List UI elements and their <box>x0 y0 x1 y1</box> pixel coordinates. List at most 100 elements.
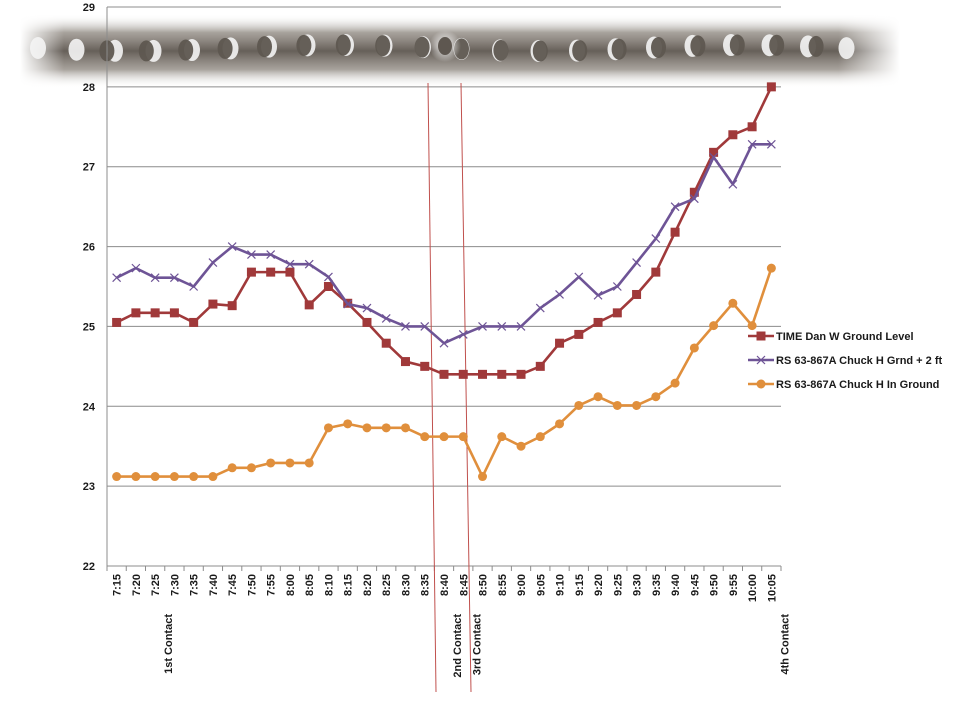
data-point <box>632 258 641 267</box>
data-point <box>420 361 430 371</box>
data-point <box>689 343 699 353</box>
data-point <box>362 303 372 313</box>
eclipse-phase-icon <box>530 39 548 62</box>
x-tick-label: 8:55 <box>497 574 509 596</box>
data-point <box>304 458 314 468</box>
data-point <box>478 472 488 482</box>
data-point <box>266 458 276 468</box>
contact-label: 3rd Contact <box>471 614 483 675</box>
data-point <box>574 329 584 339</box>
data-point <box>756 355 766 365</box>
x-tick-label: 7:55 <box>266 574 278 596</box>
eclipse-phase-icon <box>723 34 745 57</box>
data-point <box>189 472 199 482</box>
y-tick-label: 27 <box>83 162 95 174</box>
data-point <box>266 250 276 259</box>
data-point <box>766 139 776 149</box>
data-point <box>362 423 372 433</box>
data-point <box>555 290 564 299</box>
data-point <box>555 419 565 429</box>
eclipse-phase-icon <box>99 39 123 62</box>
data-point <box>612 282 622 291</box>
series-2 <box>112 139 776 348</box>
data-point <box>189 317 199 327</box>
eclipse-phase-icon <box>68 38 85 61</box>
series-layer <box>112 82 776 482</box>
x-tick-label: 9:10 <box>555 574 567 596</box>
x-tick-label: 9:00 <box>516 574 528 596</box>
data-point <box>516 369 526 379</box>
data-point <box>516 322 526 331</box>
x-tick-label: 8:45 <box>458 574 470 596</box>
data-point <box>632 289 642 299</box>
data-point <box>381 423 391 433</box>
data-point <box>670 227 680 237</box>
series-line <box>116 143 772 345</box>
x-tick-label: 8:00 <box>285 574 297 596</box>
data-point <box>439 338 449 348</box>
eclipse-phase-icon <box>30 37 46 59</box>
legend-item: RS 63-867A Chuck H In Ground <box>748 379 939 391</box>
data-point <box>169 472 179 482</box>
data-point <box>612 308 622 318</box>
data-point <box>247 250 256 259</box>
data-point <box>420 432 430 442</box>
eclipse-phase-icon <box>375 34 393 57</box>
x-tick-label: 7:20 <box>131 574 143 596</box>
eclipse-phase-icon <box>761 34 785 57</box>
data-point <box>131 308 141 318</box>
x-tick-label: 7:45 <box>227 574 239 596</box>
data-point <box>189 282 199 291</box>
x-tick-label: 9:40 <box>670 574 682 596</box>
x-tick-label: 8:25 <box>381 574 393 596</box>
contact-lines <box>427 82 472 693</box>
x-tick-label: 8:15 <box>343 574 355 596</box>
eclipse-phase-icon <box>800 35 824 58</box>
data-point <box>169 308 179 318</box>
x-tick-label: 8:30 <box>400 574 412 596</box>
eclipse-phase-icon <box>684 34 706 57</box>
data-point <box>420 322 430 331</box>
data-point <box>756 331 766 341</box>
eclipse-phase-icon <box>607 38 627 61</box>
x-tick-label: 8:40 <box>439 574 451 596</box>
data-point <box>458 369 468 379</box>
data-point <box>458 329 468 339</box>
data-point <box>756 379 766 389</box>
x-tick-label: 7:25 <box>150 574 162 596</box>
data-point <box>593 317 603 327</box>
data-point <box>304 300 314 310</box>
data-point <box>709 147 719 157</box>
data-point <box>747 139 757 149</box>
legend-label: RS 63-867A Chuck H In Ground <box>776 379 939 391</box>
data-point <box>458 432 468 442</box>
data-point <box>304 259 314 269</box>
x-tick-label: 7:15 <box>112 574 124 596</box>
data-point <box>266 267 276 277</box>
eclipse-phase-icon <box>838 37 855 60</box>
data-point <box>343 419 353 429</box>
y-tick-label: 28 <box>83 82 95 94</box>
y-tick-label: 26 <box>83 242 95 254</box>
data-point <box>766 82 776 92</box>
eclipse-phase-icon <box>335 34 354 57</box>
data-point <box>709 321 719 331</box>
data-point <box>632 400 642 410</box>
eclipse-sequence-banner-icon <box>20 14 900 88</box>
data-point <box>439 432 449 442</box>
y-tick-label: 23 <box>83 481 95 493</box>
data-point <box>131 472 141 482</box>
data-point <box>689 194 699 204</box>
contact-label: 2nd Contact <box>452 614 464 678</box>
data-point <box>208 299 218 309</box>
y-tick-label: 25 <box>83 321 95 333</box>
x-tick-label: 9:15 <box>574 574 586 596</box>
legend-item: RS 63-867A Chuck H Grnd + 2 ft <box>748 355 943 367</box>
data-point <box>574 272 584 282</box>
data-point <box>285 267 295 277</box>
y-tick-label: 22 <box>83 561 95 573</box>
data-point <box>728 298 738 308</box>
data-point <box>747 321 757 331</box>
data-point <box>497 369 507 379</box>
data-point <box>478 369 488 379</box>
